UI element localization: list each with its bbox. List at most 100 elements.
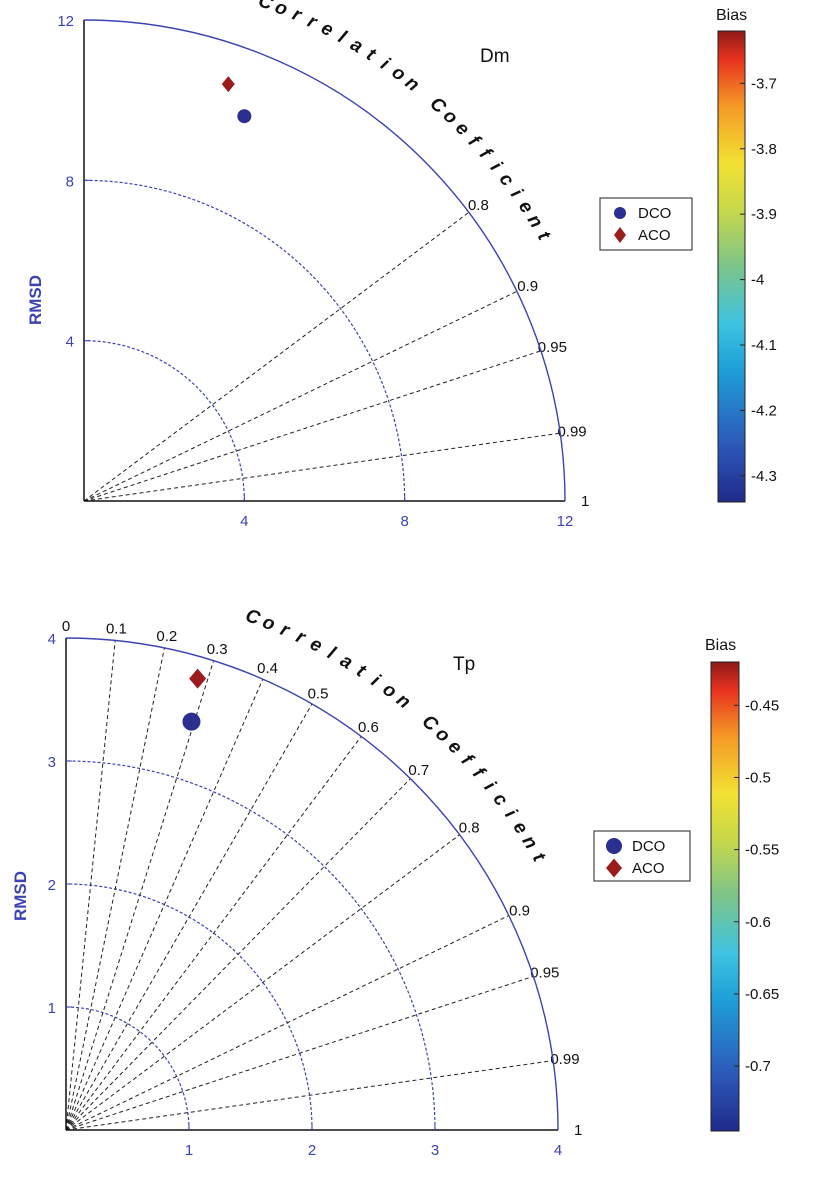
chart-title: Tp: [453, 654, 475, 675]
axis-ticks: 1 1 2 2 3 3 4 4: [48, 631, 563, 1159]
data-points: [182, 668, 207, 731]
correlation-tick-label: 0.4: [257, 660, 278, 677]
y-tick-label: 2: [48, 877, 56, 894]
correlation-tick-label: 0: [62, 618, 70, 635]
correlation-tick-label: 0.9: [509, 902, 530, 919]
colorbar-tick-label: -0.7: [745, 1058, 771, 1075]
legend-marker-dco: [606, 838, 622, 854]
point-dco: [237, 109, 252, 124]
x-tick-label: 12: [557, 513, 574, 530]
correlation-arc-letter: f: [464, 132, 485, 152]
axis-ticks: 4 4 8 8 12 12: [57, 13, 573, 530]
correlation-arc-letter: t: [353, 661, 370, 682]
data-points: [221, 76, 252, 124]
rmsd-circle: [83, 179, 406, 502]
y-tick-label: 8: [66, 173, 74, 190]
correlation-line: [83, 211, 470, 502]
x-tick-label: 8: [400, 513, 408, 530]
y-tick-label: 1: [48, 1000, 56, 1017]
correlation-arc-letter: c: [495, 169, 518, 190]
rmsd-circle: [65, 883, 313, 1131]
x-tick-label: 4: [240, 513, 248, 530]
colorbar-tick-label: -0.45: [745, 697, 779, 714]
correlation-arc-letter: e: [444, 736, 467, 759]
correlation-line: [65, 660, 215, 1131]
chart-title: Dm: [480, 46, 510, 67]
correlation-arc-letter: C: [243, 605, 263, 630]
correlation-arc-letter: r: [293, 626, 310, 649]
correlation-line: [65, 647, 165, 1131]
correlation-tick-label: 0.9: [517, 278, 538, 295]
y-tick-label: 4: [66, 334, 74, 351]
legend-marker-aco: [606, 858, 622, 878]
y-axis-label: RMSD: [26, 275, 45, 325]
correlation-arc-letter: n: [392, 689, 414, 713]
correlation-arc-letter: f: [468, 764, 489, 784]
colorbar-tick-label: -3.8: [751, 141, 777, 158]
colorbar: Bias -0.7 -0.65 -0.6 -0.55 -0.5 -0.45: [705, 637, 779, 1132]
correlation-lines: 0 0.1 0.2 0.3 0.4 0.5 0.6 0.7 0.8 0.9 0.95 0.99 1: [62, 618, 583, 1139]
y-tick-label: 12: [57, 13, 74, 30]
colorbar-tick-label: -0.65: [745, 986, 779, 1003]
correlation-tick-label: 0.95: [538, 339, 567, 356]
correlation-tick-label: 0.7: [408, 762, 429, 779]
correlation-arc-letter: i: [377, 54, 394, 75]
point-dco: [182, 712, 201, 731]
colorbar-tick-label: -4.2: [751, 402, 777, 419]
correlation-tick-label: 0.95: [530, 965, 559, 982]
correlation-line: [65, 640, 116, 1131]
axes: [83, 19, 566, 502]
colorbar-tick-label: -0.5: [745, 769, 771, 786]
colorbar-tick-label: -0.55: [745, 842, 779, 859]
x-tick-label: 1: [185, 1142, 193, 1159]
correlation-arc-letter: e: [306, 633, 325, 657]
x-tick-label: 4: [554, 1142, 562, 1159]
correlation-line: [65, 778, 411, 1131]
y-tick-label: 4: [48, 631, 56, 648]
correlation-line: [65, 703, 313, 1131]
correlation-tick-label: 0.99: [550, 1051, 579, 1068]
rmsd-circle: [83, 340, 245, 502]
point-aco: [221, 76, 235, 93]
colorbar-tick-label: -0.6: [745, 914, 771, 931]
correlation-lines: 0.8 0.9 0.95 0.99 1: [83, 197, 589, 510]
colorbar-tick-label: -4.3: [751, 468, 777, 485]
correlation-tick-label: 0.5: [308, 686, 329, 703]
correlation-tick-label: 0.2: [156, 628, 177, 645]
correlation-line: [65, 915, 510, 1131]
correlation-line: [83, 432, 561, 502]
correlation-tick-label: 0.6: [358, 719, 379, 736]
correlation-arc-letter: i: [480, 777, 500, 795]
colorbar-gradient: [717, 30, 746, 503]
colorbar-label: Bias: [705, 637, 736, 654]
correlation-line: [65, 834, 460, 1131]
correlation-arc-letter: i: [486, 158, 506, 176]
correlation-line: [83, 350, 542, 502]
correlation-tick-label: 0.99: [557, 423, 586, 440]
rmsd-circle: [65, 760, 436, 1131]
correlation-line: [65, 678, 264, 1131]
legend-marker-dco: [614, 207, 626, 219]
y-tick-label: 3: [48, 754, 56, 771]
legend-label-dco: DCO: [632, 838, 665, 855]
outer-arc: [83, 19, 566, 502]
colorbar-gradient: [710, 661, 740, 1132]
legend: DCO ACO: [599, 197, 693, 251]
correlation-arc-letter: r: [304, 11, 321, 34]
x-tick-label: 3: [431, 1142, 439, 1159]
correlation-arc-letter: c: [489, 789, 512, 810]
legend-marker-aco: [614, 227, 626, 243]
legend: DCO ACO: [593, 830, 691, 882]
correlation-arc-letter: l: [324, 643, 339, 664]
correlation-tick-label: 0.8: [459, 820, 480, 837]
correlation-arc-letter: t: [528, 849, 550, 866]
correlation-line: [83, 290, 518, 502]
legend-label-aco: ACO: [632, 860, 665, 877]
correlation-arc-letter: e: [451, 118, 474, 141]
legend-label-dco: DCO: [638, 205, 671, 222]
rmsd-circle: [65, 1006, 190, 1131]
axes: [65, 637, 559, 1131]
